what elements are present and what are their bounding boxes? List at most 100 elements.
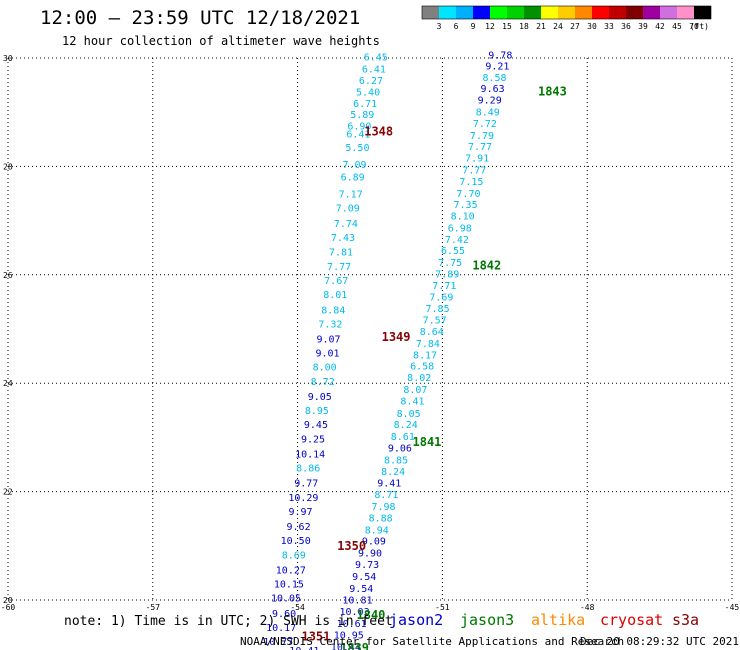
scale-swatch bbox=[473, 6, 490, 19]
wave-height-point: 6.89 bbox=[341, 172, 365, 183]
wave-height-point: 8.94 bbox=[365, 525, 389, 536]
wave-height-point: 10.03 bbox=[339, 607, 369, 618]
wave-height-point: 8.49 bbox=[476, 107, 500, 118]
wave-height-point: 6.71 bbox=[353, 99, 377, 110]
wave-height-point: 7.69 bbox=[429, 292, 453, 303]
wave-height-point: 10.17 bbox=[266, 623, 296, 634]
wave-height-point: 10.41 bbox=[289, 646, 319, 650]
wave-height-point: 9.01 bbox=[315, 349, 339, 360]
wave-height-point: 7.91 bbox=[465, 154, 489, 165]
wave-height-point: 7.70 bbox=[456, 189, 480, 200]
x-tick-label: -60 bbox=[1, 603, 16, 612]
wave-height-point: 8.86 bbox=[296, 464, 320, 475]
x-tick-label: -54 bbox=[290, 603, 305, 612]
wave-height-point: 9.97 bbox=[288, 507, 312, 518]
scale-label: 21 bbox=[536, 22, 546, 31]
pass-number-label: 1843 bbox=[538, 84, 567, 98]
scale-label: 33 bbox=[604, 22, 614, 31]
wave-height-point: 6.41 bbox=[362, 65, 386, 76]
wave-height-point: 8.07 bbox=[403, 385, 427, 396]
scale-swatch bbox=[490, 6, 507, 19]
wave-height-point: 7.77 bbox=[468, 142, 492, 153]
scale-swatch bbox=[609, 6, 626, 19]
wave-height-point: 8.24 bbox=[381, 467, 405, 478]
scale-label: 12 bbox=[485, 22, 495, 31]
wave-height-point: 8.41 bbox=[400, 396, 424, 407]
wave-height-point: 7.81 bbox=[329, 247, 353, 258]
wave-height-point: 7.42 bbox=[445, 235, 469, 246]
scale-label: 42 bbox=[655, 22, 665, 31]
wave-height-point: 7.77 bbox=[462, 165, 486, 176]
map-grid bbox=[7, 57, 733, 601]
y-tick-label: 20 bbox=[3, 596, 13, 605]
scale-swatch bbox=[694, 6, 711, 19]
y-tick-label: 22 bbox=[3, 488, 13, 497]
wave-height-point: 9.60 bbox=[272, 609, 296, 620]
wave-height-point: 6.41 bbox=[346, 130, 370, 141]
chart-title: 12:00 – 23:59 UTC 12/18/2021 bbox=[40, 7, 360, 29]
wave-height-point: 8.88 bbox=[369, 513, 393, 524]
scale-label: 18 bbox=[519, 22, 529, 31]
wave-height-point: 9.54 bbox=[352, 572, 376, 583]
scale-swatch bbox=[592, 6, 609, 19]
wave-height-point: 7.89 bbox=[435, 270, 459, 281]
wave-height-point: 8.01 bbox=[323, 290, 347, 301]
wave-height-point: 8.17 bbox=[413, 350, 437, 361]
wave-height-values: 6.456.416.275.406.715.896.906.415.507.09… bbox=[263, 51, 512, 650]
note-text: note: 1) Time is in UTC; 2) SWH is in fe… bbox=[64, 614, 393, 629]
wave-height-point: 7.67 bbox=[324, 276, 348, 287]
wave-height-point: 7.57 bbox=[423, 316, 447, 327]
x-tick-label: -45 bbox=[725, 603, 740, 612]
wave-height-point: 9.45 bbox=[304, 420, 328, 431]
wave-height-point: 6.90 bbox=[347, 122, 371, 133]
pass-number-label: 1351 bbox=[301, 630, 330, 644]
pass-number-label: 1841 bbox=[413, 435, 442, 449]
wave-height-point: 8.64 bbox=[420, 327, 444, 338]
wave-height-point: 7.09 bbox=[343, 160, 367, 171]
wave-height-point: 9.25 bbox=[301, 434, 325, 445]
wave-height-point: 9.07 bbox=[316, 335, 340, 346]
wave-height-point: 6.98 bbox=[448, 223, 472, 234]
wave-height-point: 7.71 bbox=[432, 281, 456, 292]
wave-height-point: 8.84 bbox=[321, 305, 345, 316]
scale-swatch bbox=[643, 6, 660, 19]
scale-swatch bbox=[677, 6, 694, 19]
scale-swatch bbox=[541, 6, 558, 19]
wave-height-point: 10.95 bbox=[334, 630, 364, 641]
wave-height-point: 5.40 bbox=[356, 87, 380, 98]
wave-height-point: 8.02 bbox=[407, 373, 431, 384]
scale-unit: (ft) bbox=[690, 22, 709, 31]
wave-height-point: 9.78 bbox=[488, 51, 512, 62]
wave-height-point: 7.84 bbox=[416, 339, 440, 350]
pass-number-label: 1348 bbox=[364, 125, 393, 139]
scale-label: 30 bbox=[587, 22, 597, 31]
wave-height-point: 9.09 bbox=[362, 537, 386, 548]
scale-swatch bbox=[660, 6, 677, 19]
wave-height-point: 10.81 bbox=[342, 595, 372, 606]
wave-height-point: 8.24 bbox=[394, 420, 418, 431]
wave-height-point: 7.32 bbox=[318, 319, 342, 330]
wave-height-point: 7.77 bbox=[327, 262, 351, 273]
wave-height-point: 10.14 bbox=[295, 449, 325, 460]
satellite-legend-cryosat: cryosat bbox=[600, 611, 663, 629]
wave-height-point: 10.27 bbox=[276, 565, 306, 576]
wave-height-point: 7.43 bbox=[331, 233, 355, 244]
pass-labels: 1348 1349 1350 1351 1843 1842 1841 1840 1839 bbox=[301, 84, 566, 650]
wave-height-point: 10.29 bbox=[288, 493, 318, 504]
satellite-legend-jason3: jason3 bbox=[460, 611, 514, 629]
satellite-legend: jason2 jason3 altika cryosat s3a bbox=[389, 611, 699, 629]
wave-height-point: 7.17 bbox=[339, 189, 363, 200]
y-tick-label: 30 bbox=[3, 54, 13, 63]
wave-height-point: 10.61 bbox=[337, 619, 367, 630]
wave-height-point: 5.50 bbox=[345, 143, 369, 154]
scale-swatch bbox=[524, 6, 541, 19]
scale-label: 36 bbox=[621, 22, 631, 31]
wave-height-point: 6.58 bbox=[410, 362, 434, 373]
wave-height-point: 7.72 bbox=[473, 119, 497, 130]
satellite-legend-altika: altika bbox=[531, 611, 585, 629]
scale-label: 3 bbox=[437, 22, 442, 31]
color-scale-legend: 3 6 9 12 15 18 21 24 27 30 33 36 39 42 45 70(ft) bbox=[421, 5, 712, 31]
wave-height-point: 5.89 bbox=[350, 110, 374, 121]
x-tick-label: -51 bbox=[435, 603, 450, 612]
